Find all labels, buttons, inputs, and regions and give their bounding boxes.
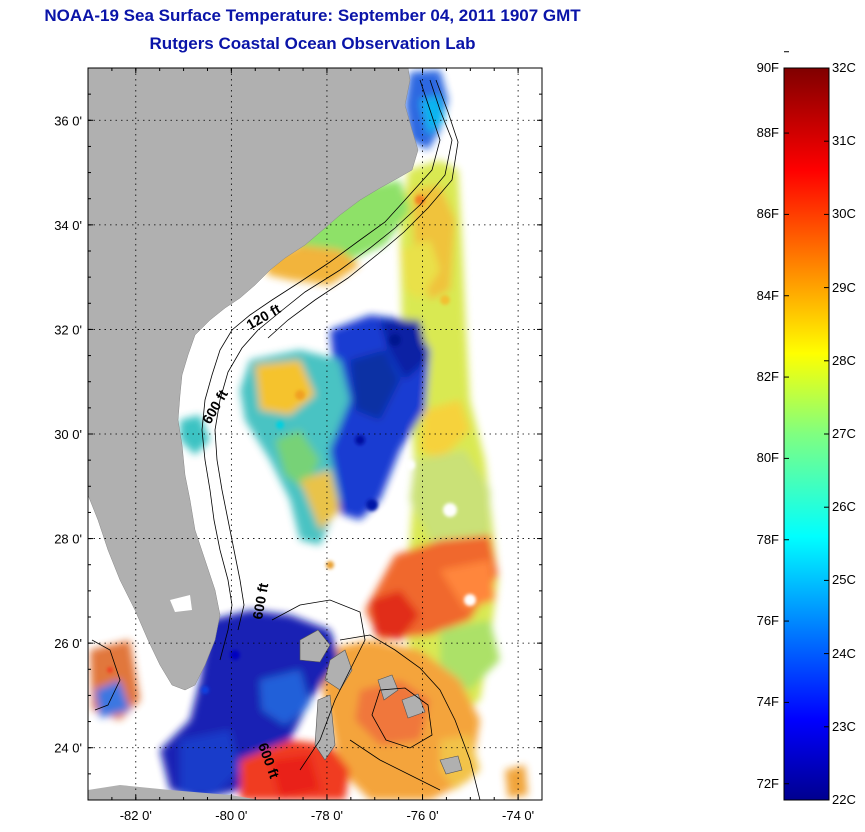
lon-label: -78 0' [311, 808, 343, 823]
colorbar-label-f: 74F [756, 694, 779, 710]
colorbar-label-f: 86F [756, 206, 779, 222]
lat-label: 24 0' [54, 741, 82, 756]
lat-label: 26 0' [54, 636, 82, 651]
colorbar-label-f: 88F [756, 125, 779, 141]
map-axes: 36 0' 34 0' 32 0' 30 0' 28 0' 26 0' 24 0' -82 0… [54, 67, 543, 823]
colorbar-label-f: 76F [756, 613, 779, 629]
colorbar-label-f: 90F [756, 60, 779, 75]
colorbar-label-c: 28C [832, 352, 856, 368]
colorbar-label-f: 82F [756, 369, 779, 385]
contour-label-600ft-2: 600 ft [249, 581, 271, 620]
colorbar-label-c: 29C [832, 279, 856, 295]
title-line-1: NOAA-19 Sea Surface Temperature: Septemb… [44, 6, 581, 25]
colorbar-label-c: 32C [832, 60, 856, 75]
lat-label: 34 0' [54, 218, 82, 233]
lon-label: -76 0' [406, 808, 438, 823]
lon-label: -74 0' [502, 808, 534, 823]
title-line-2: Rutgers Coastal Ocean Observation Lab [149, 34, 476, 53]
colorbar-label-c: 31C [832, 133, 856, 149]
lake-okeechobee [170, 595, 192, 612]
colorbar-label-f: 72F [756, 775, 779, 791]
sst-speckles [107, 195, 476, 694]
colorbar-label-c: 22C [832, 792, 856, 807]
cuba-land [88, 785, 260, 800]
colorbar-label-c: 26C [832, 499, 856, 515]
colorbar-label-c: 25C [832, 572, 856, 588]
land-mass [88, 68, 419, 691]
sst-swath [90, 70, 528, 800]
colorbar-label-f: 84F [756, 287, 779, 303]
colorbar-label-c: 27C [832, 426, 856, 441]
colorbar-label-f: 78F [756, 531, 779, 547]
lat-label: 28 0' [54, 532, 82, 547]
colorbar-label-c: 30C [832, 206, 856, 222]
bathymetry-contours [91, 79, 481, 800]
lat-label: 36 0' [54, 113, 82, 128]
graticule-grid [88, 68, 542, 800]
colorbar-label-c: 24C [832, 645, 856, 661]
lon-label: -80 0' [215, 808, 247, 823]
lat-label: 32 0' [54, 322, 82, 337]
colorbar-label-c: 23C [832, 718, 856, 734]
lon-label: -82 0' [120, 808, 152, 823]
colorbar-label-f: 80F [756, 450, 779, 466]
lat-label: 30 0' [54, 427, 82, 442]
